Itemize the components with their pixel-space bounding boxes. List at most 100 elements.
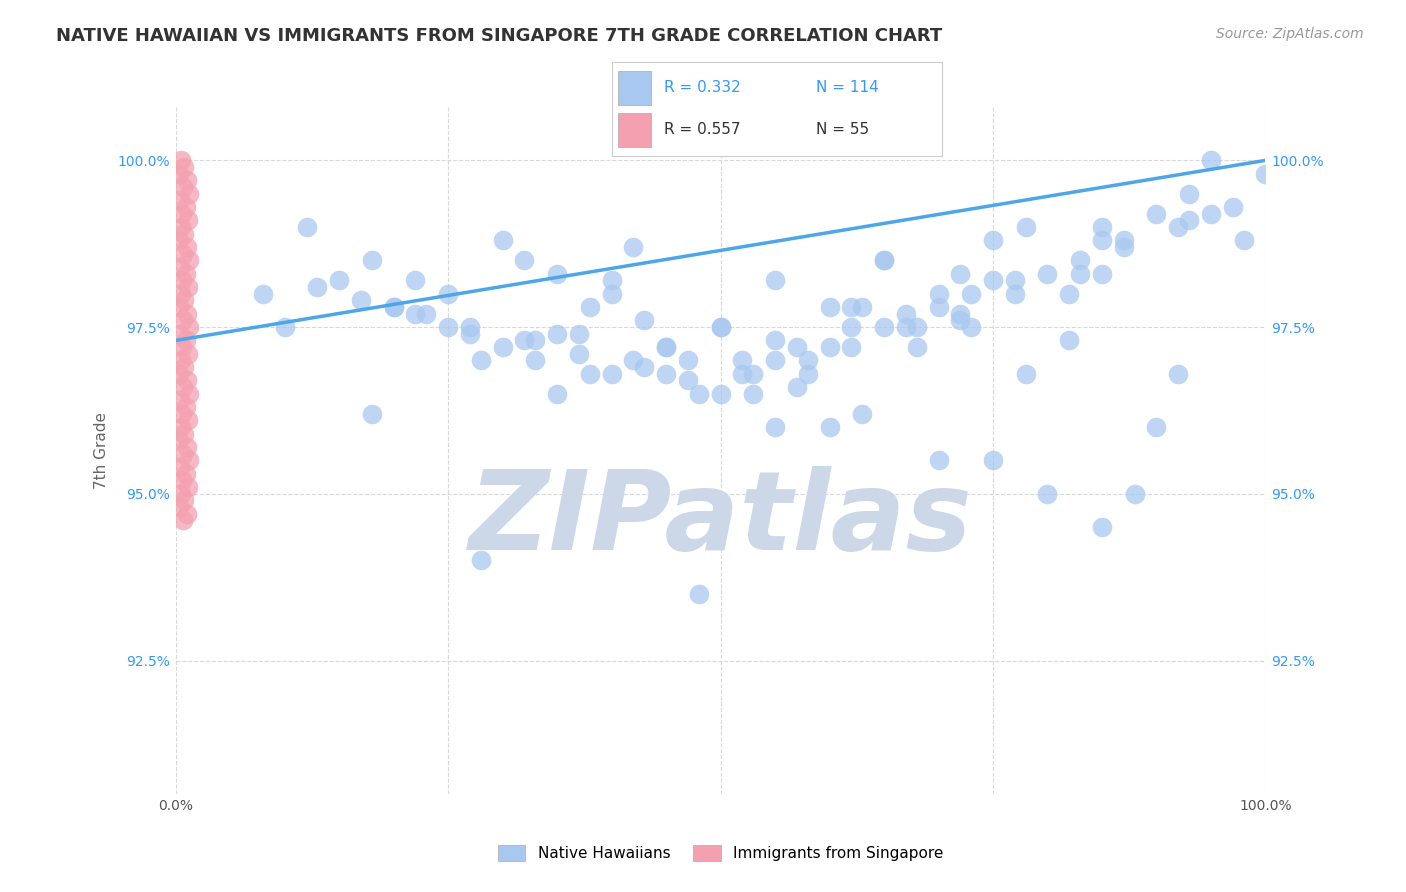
Point bbox=[949, 307, 972, 321]
Point bbox=[763, 353, 786, 368]
Point bbox=[470, 553, 492, 567]
Point bbox=[928, 300, 950, 314]
Point bbox=[655, 367, 678, 381]
Point bbox=[513, 253, 536, 268]
Point bbox=[513, 334, 536, 348]
Point bbox=[600, 286, 623, 301]
Point bbox=[177, 253, 200, 268]
Bar bbox=[619, 113, 651, 147]
Point bbox=[1178, 186, 1201, 201]
Point bbox=[415, 307, 437, 321]
Point bbox=[172, 380, 194, 394]
Point bbox=[1069, 253, 1091, 268]
Point bbox=[1091, 234, 1114, 248]
Point bbox=[633, 313, 655, 327]
Point bbox=[176, 307, 198, 321]
Point bbox=[763, 273, 786, 287]
Point bbox=[742, 386, 765, 401]
Point bbox=[763, 334, 786, 348]
Point bbox=[360, 407, 382, 421]
Point bbox=[173, 227, 195, 241]
Point bbox=[174, 267, 197, 281]
Point bbox=[1036, 267, 1059, 281]
Point bbox=[1112, 240, 1135, 254]
Point bbox=[176, 240, 198, 254]
Point bbox=[960, 320, 983, 334]
Point bbox=[873, 253, 896, 268]
Point bbox=[568, 326, 591, 341]
Point bbox=[1112, 234, 1135, 248]
Point bbox=[177, 413, 200, 427]
Point bbox=[274, 320, 297, 334]
Text: Source: ZipAtlas.com: Source: ZipAtlas.com bbox=[1216, 27, 1364, 41]
Point bbox=[176, 440, 198, 454]
Point bbox=[873, 253, 896, 268]
Point bbox=[405, 307, 427, 321]
Point bbox=[851, 300, 873, 314]
Point bbox=[1069, 267, 1091, 281]
Point bbox=[167, 234, 190, 248]
Point bbox=[458, 326, 481, 341]
Point bbox=[172, 474, 194, 488]
Point bbox=[688, 587, 710, 601]
Point bbox=[177, 480, 200, 494]
Point bbox=[252, 286, 274, 301]
Point bbox=[170, 487, 193, 501]
Point bbox=[167, 367, 190, 381]
Point bbox=[1004, 273, 1026, 287]
Point bbox=[981, 234, 1004, 248]
Point bbox=[169, 194, 191, 208]
Point bbox=[172, 207, 194, 221]
Point bbox=[731, 353, 754, 368]
Point bbox=[546, 386, 568, 401]
Point bbox=[710, 386, 733, 401]
Point bbox=[350, 293, 373, 308]
Point bbox=[928, 286, 950, 301]
Point bbox=[818, 300, 841, 314]
Text: N = 55: N = 55 bbox=[817, 122, 869, 137]
Point bbox=[763, 420, 786, 434]
Point bbox=[177, 347, 200, 361]
Point bbox=[173, 493, 195, 508]
Point bbox=[1222, 200, 1244, 214]
Point bbox=[382, 300, 405, 314]
Point bbox=[621, 353, 644, 368]
Point bbox=[1199, 153, 1222, 168]
Point bbox=[1091, 520, 1114, 534]
Point bbox=[176, 173, 198, 187]
Point bbox=[173, 160, 195, 174]
Point bbox=[905, 340, 928, 354]
Point bbox=[169, 326, 191, 341]
Legend: Native Hawaiians, Immigrants from Singapore: Native Hawaiians, Immigrants from Singap… bbox=[492, 839, 949, 868]
Point bbox=[841, 320, 863, 334]
Point bbox=[524, 353, 547, 368]
Point bbox=[796, 367, 818, 381]
Point bbox=[873, 320, 896, 334]
Point bbox=[177, 186, 200, 201]
Point bbox=[174, 400, 197, 414]
Point bbox=[169, 460, 191, 475]
Point bbox=[546, 326, 568, 341]
Point bbox=[568, 347, 591, 361]
Point bbox=[172, 273, 194, 287]
Point bbox=[177, 280, 200, 294]
Point bbox=[524, 334, 547, 348]
Point bbox=[710, 320, 733, 334]
Point bbox=[1178, 213, 1201, 227]
Point bbox=[172, 513, 194, 527]
Point bbox=[786, 340, 808, 354]
Point bbox=[328, 273, 350, 287]
Point bbox=[174, 200, 197, 214]
Point bbox=[949, 267, 972, 281]
Text: N = 114: N = 114 bbox=[817, 80, 879, 95]
Point bbox=[851, 407, 873, 421]
Point bbox=[710, 320, 733, 334]
Point bbox=[928, 453, 950, 467]
Point bbox=[546, 267, 568, 281]
Point bbox=[295, 220, 318, 235]
Point bbox=[172, 447, 194, 461]
Point bbox=[167, 434, 190, 448]
Point bbox=[655, 340, 678, 354]
Point bbox=[492, 234, 515, 248]
Point bbox=[960, 286, 983, 301]
